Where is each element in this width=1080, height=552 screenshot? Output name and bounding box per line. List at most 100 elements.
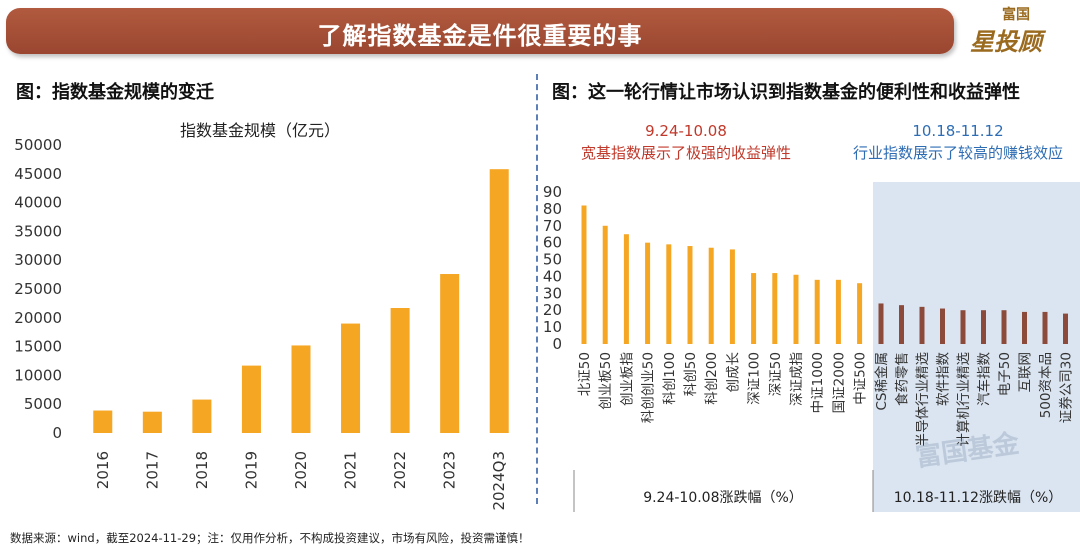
y-tick-label: 20 xyxy=(543,301,562,319)
y-tick-label: 30 xyxy=(543,284,562,302)
bar xyxy=(751,273,757,344)
chart-title: 指数基金规模（亿元） xyxy=(180,121,340,140)
y-tick-label: 15000 xyxy=(14,338,62,356)
group-x-label: 9.24-10.08涨跌幅（%） xyxy=(643,490,803,506)
y-tick-label: 10 xyxy=(543,318,562,336)
x-tick-label: 证券公司30 xyxy=(1059,352,1075,423)
y-tick-label: 25000 xyxy=(14,280,62,298)
bar xyxy=(1042,311,1048,344)
x-tick-label: 中证500 xyxy=(853,352,869,405)
bar xyxy=(814,279,820,344)
bar xyxy=(241,365,261,433)
y-tick-label: 0 xyxy=(552,335,562,353)
bar xyxy=(489,169,509,433)
x-tick-label: 2024Q3 xyxy=(490,451,508,511)
group-background xyxy=(873,182,1080,512)
x-tick-label: 汽车指数 xyxy=(976,352,993,406)
x-tick-label: 中证1000 xyxy=(810,352,826,413)
y-tick-label: 50 xyxy=(543,251,562,269)
x-tick-label: 北证50 xyxy=(577,352,593,396)
x-tick-label: 深证50 xyxy=(768,352,784,396)
x-tick-label: CS稀金属 xyxy=(874,352,890,411)
x-tick-label: 软件指数 xyxy=(936,352,952,406)
index-fund-size-chart: 指数基金规模（亿元） 0 5000 10000 15000 20000 25000 30000… xyxy=(14,121,509,511)
bar xyxy=(729,249,735,344)
group-caption: 行业指数展示了较高的赚钱效应 xyxy=(853,144,1063,162)
bar xyxy=(878,303,884,344)
x-tick-label: 半导体行业精选 xyxy=(915,352,931,447)
y-tick-label: 90 xyxy=(543,183,562,201)
bar xyxy=(581,205,587,344)
x-tick-label: 2017 xyxy=(143,451,161,489)
bar xyxy=(341,323,361,433)
y-tick-label: 60 xyxy=(543,234,562,252)
x-tick-label: 科创创业50 xyxy=(641,352,657,423)
bar xyxy=(835,279,841,344)
x-tick-label: 互联网 xyxy=(1018,352,1034,393)
y-tick-label: 10000 xyxy=(14,366,62,384)
x-tick-label: 计算机行业精选 xyxy=(956,352,972,447)
bar xyxy=(1063,313,1068,344)
bar xyxy=(981,310,986,344)
x-tick-label: 2022 xyxy=(391,451,409,489)
bar xyxy=(390,308,410,433)
x-tick-label: 2021 xyxy=(342,451,360,489)
y-tick-label: 45000 xyxy=(14,165,62,183)
panel-divider xyxy=(536,74,538,504)
y-tick-label: 5000 xyxy=(24,395,62,413)
bar xyxy=(793,274,799,344)
bar xyxy=(192,399,212,433)
x-tick-label: 2023 xyxy=(441,451,459,489)
bar xyxy=(708,247,714,344)
x-tick-label: 创成长 xyxy=(725,352,741,393)
x-tick-label: 2019 xyxy=(242,451,260,489)
x-tick-label: 食药零售 xyxy=(894,352,911,406)
bar xyxy=(666,244,672,344)
bar xyxy=(1001,310,1007,344)
bar xyxy=(919,306,925,344)
y-tick-label: 40 xyxy=(543,267,562,285)
bar xyxy=(602,225,608,344)
x-tick-label: 科创100 xyxy=(662,352,678,405)
x-tick-label: 500资本品 xyxy=(1038,352,1054,418)
y-tick-label: 20000 xyxy=(14,309,62,327)
group-period-label: 9.24-10.08 xyxy=(645,122,727,140)
x-tick-label: 深证成指 xyxy=(789,352,805,406)
bar xyxy=(857,283,863,344)
bar xyxy=(1022,311,1027,344)
bar xyxy=(623,234,629,344)
bar xyxy=(960,310,966,344)
logo-main-text: 星投顾 xyxy=(970,28,1042,56)
x-tick-label: 科创50 xyxy=(683,352,699,396)
bar xyxy=(940,308,945,344)
logo-top-text: 富国 xyxy=(1002,7,1030,23)
x-tick-label: 深证100 xyxy=(747,352,763,405)
bar xyxy=(142,411,162,433)
group-caption: 宽基指数展示了极强的收益弹性 xyxy=(581,144,791,162)
y-tick-label: 30000 xyxy=(14,251,62,269)
x-tick-label: 创业板50 xyxy=(598,352,614,410)
group-period-label: 10.18-11.12 xyxy=(912,122,1003,140)
brand-logo: 富国 星投顾 xyxy=(962,2,1078,60)
bar xyxy=(440,274,460,433)
bar xyxy=(772,273,778,344)
x-tick-label: 创业板指 xyxy=(619,352,635,406)
y-tick-label: 35000 xyxy=(14,222,62,240)
x-tick-label: 电子50 xyxy=(997,352,1013,396)
group-x-label: 10.18-11.12涨跌幅（%） xyxy=(894,490,1063,506)
bar xyxy=(291,345,311,433)
y-tick-label: 50000 xyxy=(14,136,62,154)
y-tick-label: 70 xyxy=(543,217,562,235)
x-tick-label: 2020 xyxy=(292,451,310,489)
bar xyxy=(687,246,693,344)
x-tick-label: 国证2000 xyxy=(831,352,847,413)
y-tick-label: 80 xyxy=(543,200,562,218)
bar xyxy=(899,305,904,344)
bar xyxy=(645,242,651,344)
data-source-footer: 数据来源：wind，截至2024-11-29；注：仅用作分析，不构成投资建议，市… xyxy=(10,531,530,545)
x-tick-label: 科创200 xyxy=(704,352,720,405)
right-panel-title: 图：这一轮行情让市场认识到指数基金的便利性和收益弹性 xyxy=(552,82,1020,103)
bar xyxy=(93,410,113,433)
banner-title: 了解指数基金是件很重要的事 xyxy=(317,22,643,50)
